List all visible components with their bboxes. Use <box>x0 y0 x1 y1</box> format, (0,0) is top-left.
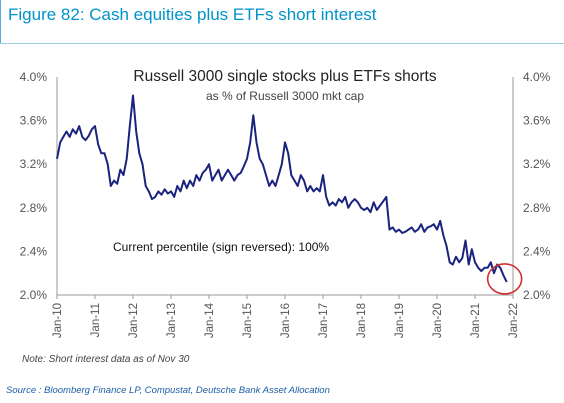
x-tick-label: Jan-11 <box>90 303 102 337</box>
latest-value-highlight-circle <box>486 263 523 295</box>
y-tick-label-left: 3.2% <box>20 157 48 171</box>
y-tick-label-left: 2.0% <box>20 288 48 302</box>
y-tick-label-right: 3.2% <box>523 157 551 171</box>
title-rule-vertical <box>0 0 1 44</box>
x-axis-ticks: Jan-10 Jan-11 Jan-12 Jan-13 Jan-14 Jan-15 Jan-… <box>52 295 520 338</box>
chart-note: Note: Short interest data as of Nov 30 <box>22 354 190 365</box>
source-line: Source : Bloomberg Finance LP, Compustat… <box>6 385 330 396</box>
x-tick-label: Jan-20 <box>432 303 444 338</box>
chart-background <box>0 44 564 354</box>
x-tick-label: Jan-21 <box>470 303 482 338</box>
y-tick-label-left: 3.6% <box>20 114 48 128</box>
y-tick-label-right: 2.8% <box>523 201 551 215</box>
series-line <box>56 94 508 283</box>
percentile-annotation: Current percentile (sign reversed): 100% <box>113 240 329 254</box>
chart-title: Russell 3000 single stocks plus ETFs sho… <box>133 68 436 85</box>
y-tick-label-left: 4.0% <box>20 70 48 84</box>
x-tick-label: Jan-15 <box>242 303 254 338</box>
x-tick-label: Jan-22 <box>508 303 520 338</box>
figure-title: Figure 82: Cash equities plus ETFs short… <box>8 5 377 24</box>
x-tick-label: Jan-10 <box>52 303 64 338</box>
y-tick-label-right: 4.0% <box>523 70 551 84</box>
y-tick-label-right: 2.4% <box>523 244 551 258</box>
x-tick-label: Jan-13 <box>166 303 178 338</box>
left-axis-ticks: 2.0% 2.4% 2.8% 3.2% 3.6% 4.0% <box>20 70 48 302</box>
x-tick-label: Jan-18 <box>356 303 368 338</box>
chart-subtitle: as % of Russell 3000 mkt cap <box>206 89 364 103</box>
short-interest-chart: Russell 3000 single stocks plus ETFs sho… <box>0 44 564 354</box>
x-tick-label: Jan-16 <box>280 303 292 338</box>
y-tick-label-left: 2.4% <box>20 244 48 258</box>
title-rule-horizontal <box>0 43 564 44</box>
x-tick-label: Jan-14 <box>204 302 216 338</box>
x-tick-label: Jan-17 <box>318 303 330 338</box>
y-tick-label-right: 2.0% <box>523 288 551 302</box>
x-tick-label: Jan-19 <box>394 303 406 338</box>
x-tick-label: Jan-12 <box>128 303 140 338</box>
y-tick-label-right: 3.6% <box>523 114 551 128</box>
y-tick-label-left: 2.8% <box>20 201 48 215</box>
right-axis-ticks: 2.0% 2.4% 2.8% 3.2% 3.6% 4.0% <box>523 70 551 302</box>
